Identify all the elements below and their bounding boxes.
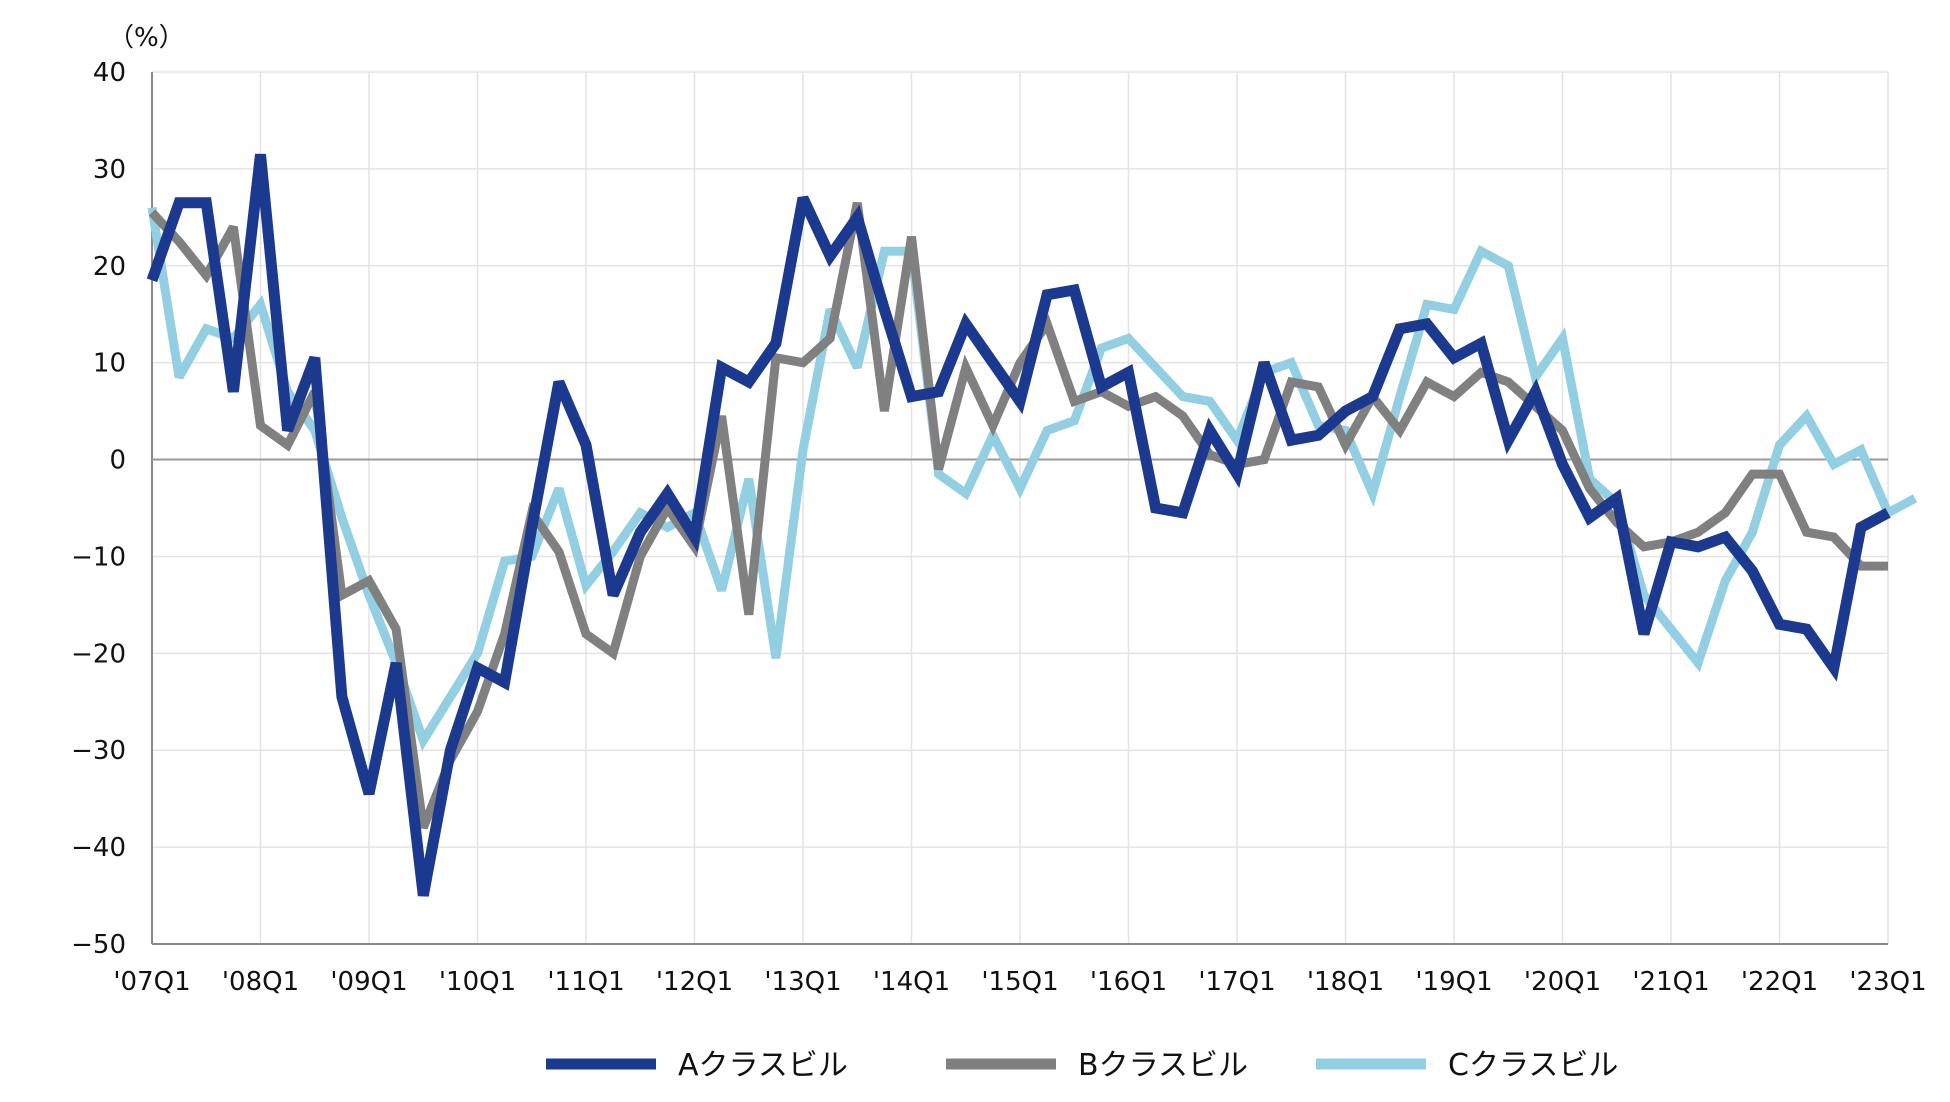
x-tick-label: '23Q1 — [1849, 967, 1926, 997]
series-line-c — [147, 206, 1918, 751]
series-line-a — [146, 153, 1891, 897]
x-tick-label: '09Q1 — [330, 967, 407, 997]
x-tick-label: '16Q1 — [1090, 967, 1167, 997]
legend-label-c: Cクラスビル — [1448, 1048, 1618, 1083]
x-tick-label: '14Q1 — [873, 967, 950, 997]
x-tick-label: '11Q1 — [547, 967, 624, 997]
y-tick-label: −50 — [71, 930, 126, 960]
x-tick-label: '19Q1 — [1415, 967, 1492, 997]
legend-label-a: Aクラスビル — [678, 1048, 848, 1083]
x-tick-label: '22Q1 — [1741, 967, 1818, 997]
x-tick-label: '08Q1 — [222, 967, 299, 997]
x-tick-label: '10Q1 — [439, 967, 516, 997]
x-tick-label: '20Q1 — [1524, 967, 1601, 997]
x-tick-label: '15Q1 — [981, 967, 1058, 997]
x-tick-label: '18Q1 — [1307, 967, 1384, 997]
y-tick-label: 30 — [93, 155, 126, 185]
x-tick-label: '07Q1 — [113, 967, 190, 997]
y-tick-label: −20 — [71, 639, 126, 669]
y-tick-label: −30 — [71, 736, 126, 766]
y-tick-label: −10 — [71, 542, 126, 572]
legend: Aクラスビル Bクラスビル Cクラスビル — [546, 1048, 1618, 1083]
series-layer — [146, 153, 1918, 897]
x-tick-label: '13Q1 — [764, 967, 841, 997]
y-tick-label: 20 — [93, 252, 126, 282]
legend-label-b: Bクラスビル — [1078, 1048, 1248, 1083]
x-tick-label: '21Q1 — [1632, 967, 1709, 997]
x-tick-label: '12Q1 — [656, 967, 733, 997]
y-tick-label: 10 — [93, 349, 126, 379]
y-tick-label: 0 — [109, 446, 126, 476]
x-tick-label: '17Q1 — [1198, 967, 1275, 997]
y-unit-label: （%） — [108, 23, 185, 53]
y-tick-label: 40 — [93, 58, 126, 88]
label-layer: 40 30 20 10 0 −10 −20 −30 −40 −50 '07Q1 '08Q1 '09Q1 '… — [71, 23, 1927, 997]
y-tick-label: −40 — [71, 833, 126, 863]
